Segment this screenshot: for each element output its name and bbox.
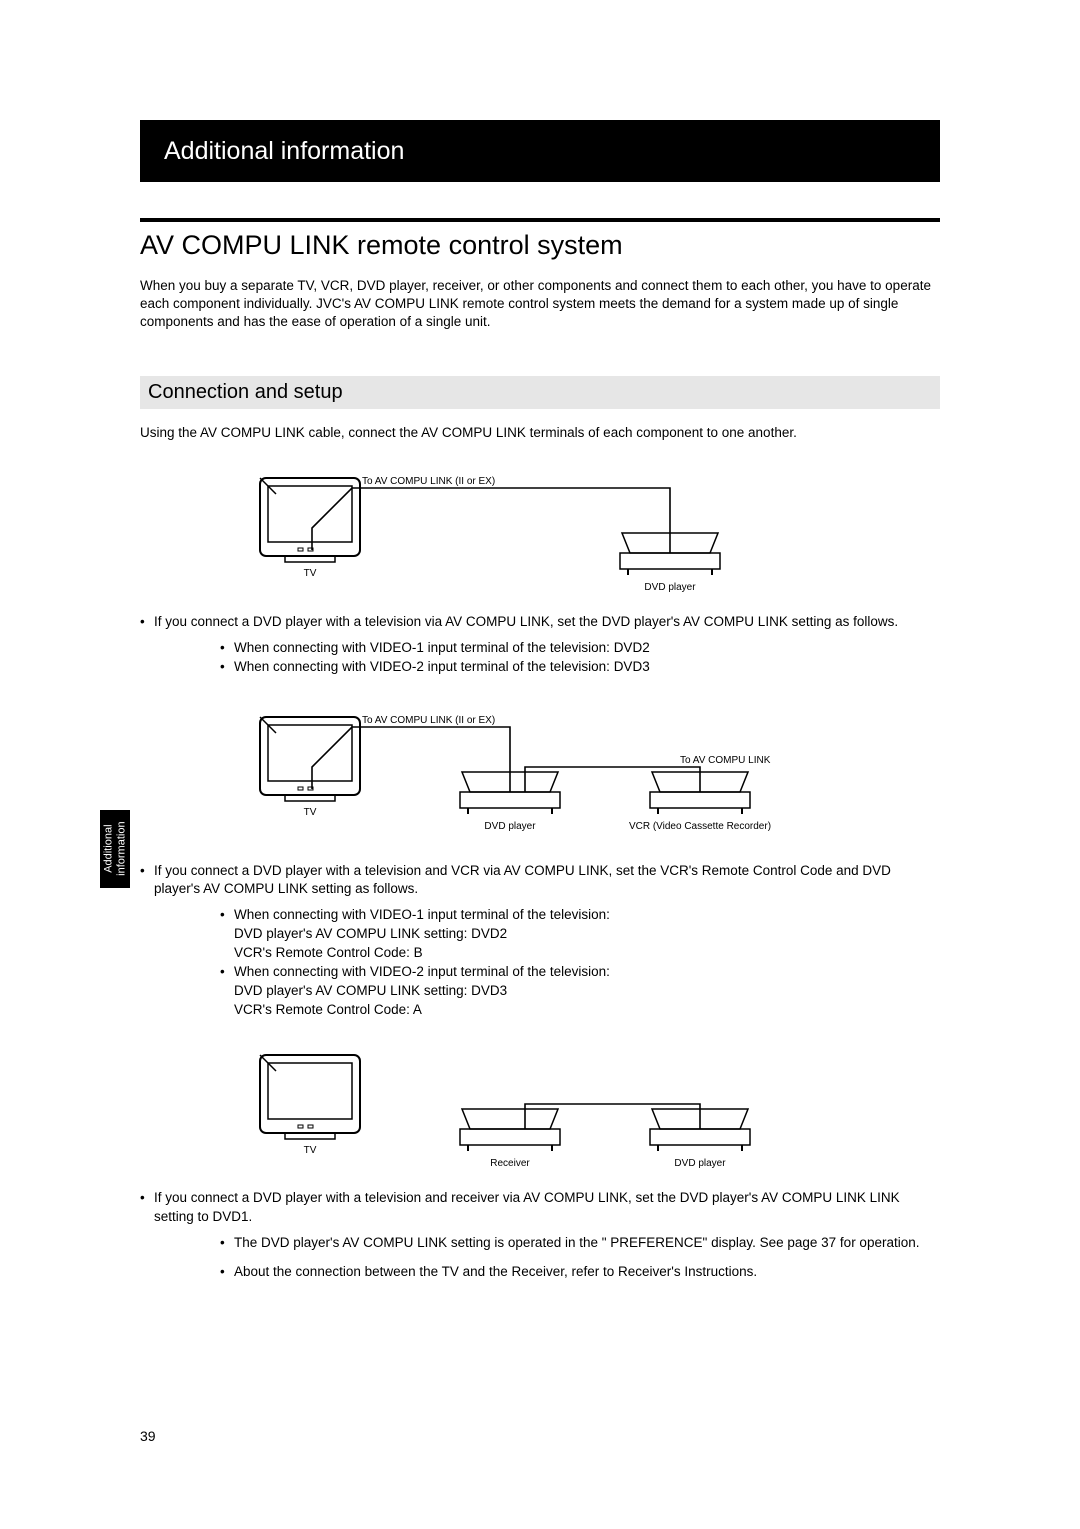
bullet-dot: • — [140, 862, 154, 898]
diagram-2-svg: TV To AV COMPU LINK (II or EX) DVD playe… — [250, 707, 850, 847]
side-tab-text: Additionalinformation — [102, 822, 127, 876]
diagram-2: TV To AV COMPU LINK (II or EX) DVD playe… — [250, 707, 940, 850]
section-lead: Using the AV COMPU LINK cable, connect t… — [140, 425, 940, 440]
diagram1-dvd-label: DVD player — [644, 582, 696, 593]
block3-bullet: • If you connect a DVD player with a tel… — [140, 1189, 940, 1225]
section-heading: Connection and setup — [140, 376, 940, 409]
block2-sub1: When connecting with VIDEO-1 input termi… — [234, 906, 610, 963]
block2-bullet-text: If you connect a DVD player with a telev… — [154, 862, 940, 898]
diagram2-link-label2: To AV COMPU LINK — [680, 755, 771, 766]
diagram2-vcr-label: VCR (Video Cassette Recorder) — [629, 821, 771, 832]
block2-sub-bullets: •When connecting with VIDEO-1 input term… — [220, 906, 940, 1019]
block3-sub1: The DVD player's AV COMPU LINK setting i… — [234, 1234, 919, 1253]
diagram2-link-label: To AV COMPU LINK (II or EX) — [362, 715, 495, 726]
diagram3-tv-label: TV — [304, 1145, 317, 1156]
diagram1-tv-label: TV — [304, 568, 317, 579]
diagram2-dvd-label: DVD player — [484, 821, 536, 832]
side-tab: Additionalinformation — [100, 810, 130, 888]
section-header: Additional information — [140, 120, 940, 182]
section-header-text: Additional information — [164, 137, 404, 166]
title-rule — [140, 218, 940, 222]
diagram3-dvd-label: DVD player — [674, 1158, 726, 1169]
block3-sub2: About the connection between the TV and … — [234, 1263, 757, 1282]
block2-sub2: When connecting with VIDEO-2 input termi… — [234, 963, 610, 1020]
block1-sub2: When connecting with VIDEO-2 input termi… — [234, 658, 650, 677]
diagram1-link-label: To AV COMPU LINK (II or EX) — [362, 476, 495, 487]
diagram-3: TV Receiver DVD player — [250, 1049, 940, 1177]
bullet-dot: • — [140, 613, 154, 631]
block3-bullet-text: If you connect a DVD player with a telev… — [154, 1189, 940, 1225]
page-number: 39 — [140, 1428, 156, 1444]
page-title: AV COMPU LINK remote control system — [140, 230, 940, 261]
block1-sub-bullets: •When connecting with VIDEO-1 input term… — [220, 639, 940, 677]
diagram-1-svg: TV To AV COMPU LINK (II or EX) DVD playe… — [250, 468, 770, 598]
block1-sub1: When connecting with VIDEO-1 input termi… — [234, 639, 650, 658]
block3-sub-bullets: •The DVD player's AV COMPU LINK setting … — [220, 1234, 940, 1282]
intro-paragraph: When you buy a separate TV, VCR, DVD pla… — [140, 277, 940, 332]
bullet-dot: • — [140, 1189, 154, 1225]
diagram-3-svg: TV Receiver DVD player — [250, 1049, 810, 1174]
diagram2-tv-label: TV — [304, 807, 317, 818]
diagram-1: TV To AV COMPU LINK (II or EX) DVD playe… — [250, 468, 940, 601]
block1-bullet-text: If you connect a DVD player with a telev… — [154, 613, 898, 631]
diagram3-rec-label: Receiver — [490, 1158, 530, 1169]
block2-bullet: • If you connect a DVD player with a tel… — [140, 862, 940, 898]
block1-bullet: • If you connect a DVD player with a tel… — [140, 613, 940, 631]
